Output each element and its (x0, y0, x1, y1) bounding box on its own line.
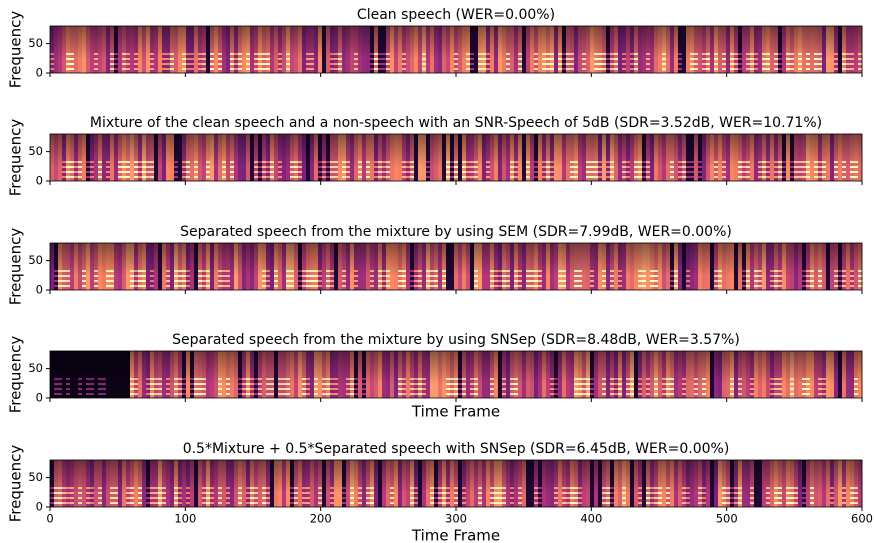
y-axis-label: Frequency (7, 228, 25, 306)
x-tick-label: 0 (46, 512, 53, 526)
spectrogram-shade (50, 460, 862, 507)
spectrogram-shade (50, 26, 862, 73)
panel-title: Separated speech from the mixture by usi… (180, 224, 732, 240)
spectrogram-texture (50, 243, 863, 290)
panel-title: Clean speech (WER=0.00%) (357, 7, 555, 23)
spectrogram-texture (50, 351, 863, 398)
y-tick-label: 50 (28, 253, 43, 267)
y-tick-label: 0 (36, 500, 43, 514)
y-axis-label: Frequency (7, 11, 25, 89)
y-tick-label: 0 (36, 66, 43, 80)
x-tick-label: 600 (851, 512, 873, 526)
y-tick-label: 0 (36, 283, 43, 297)
panel-title: Mixture of the clean speech and a non-sp… (90, 115, 822, 131)
y-tick-label: 50 (28, 361, 43, 375)
x-tick-label: 500 (716, 512, 738, 526)
spectrogram-shade (50, 351, 862, 398)
y-axis-label: Frequency (7, 445, 25, 523)
y-axis-label: Frequency (7, 119, 25, 197)
y-axis-label: Frequency (7, 336, 25, 414)
panel-title: Separated speech from the mixture by usi… (172, 332, 740, 348)
spectrogram-shade (50, 243, 862, 290)
x-axis-label: Time Frame (411, 403, 500, 421)
spectrogram-texture (50, 134, 863, 181)
x-tick-label: 200 (310, 512, 332, 526)
spectrogram-shade (50, 134, 862, 181)
y-tick-label: 0 (36, 174, 43, 188)
y-tick-label: 50 (28, 144, 43, 158)
spectrogram-texture (50, 26, 863, 73)
x-tick-label: 100 (174, 512, 196, 526)
y-tick-label: 0 (36, 391, 43, 405)
x-axis-label: Time Frame (411, 527, 500, 543)
x-tick-label: 300 (445, 512, 467, 526)
panel-title: 0.5*Mixture + 0.5*Separated speech with … (183, 441, 730, 457)
spectrogram-texture (50, 460, 863, 507)
y-tick-label: 50 (28, 36, 43, 50)
y-tick-label: 50 (28, 470, 43, 484)
x-tick-label: 400 (580, 512, 602, 526)
